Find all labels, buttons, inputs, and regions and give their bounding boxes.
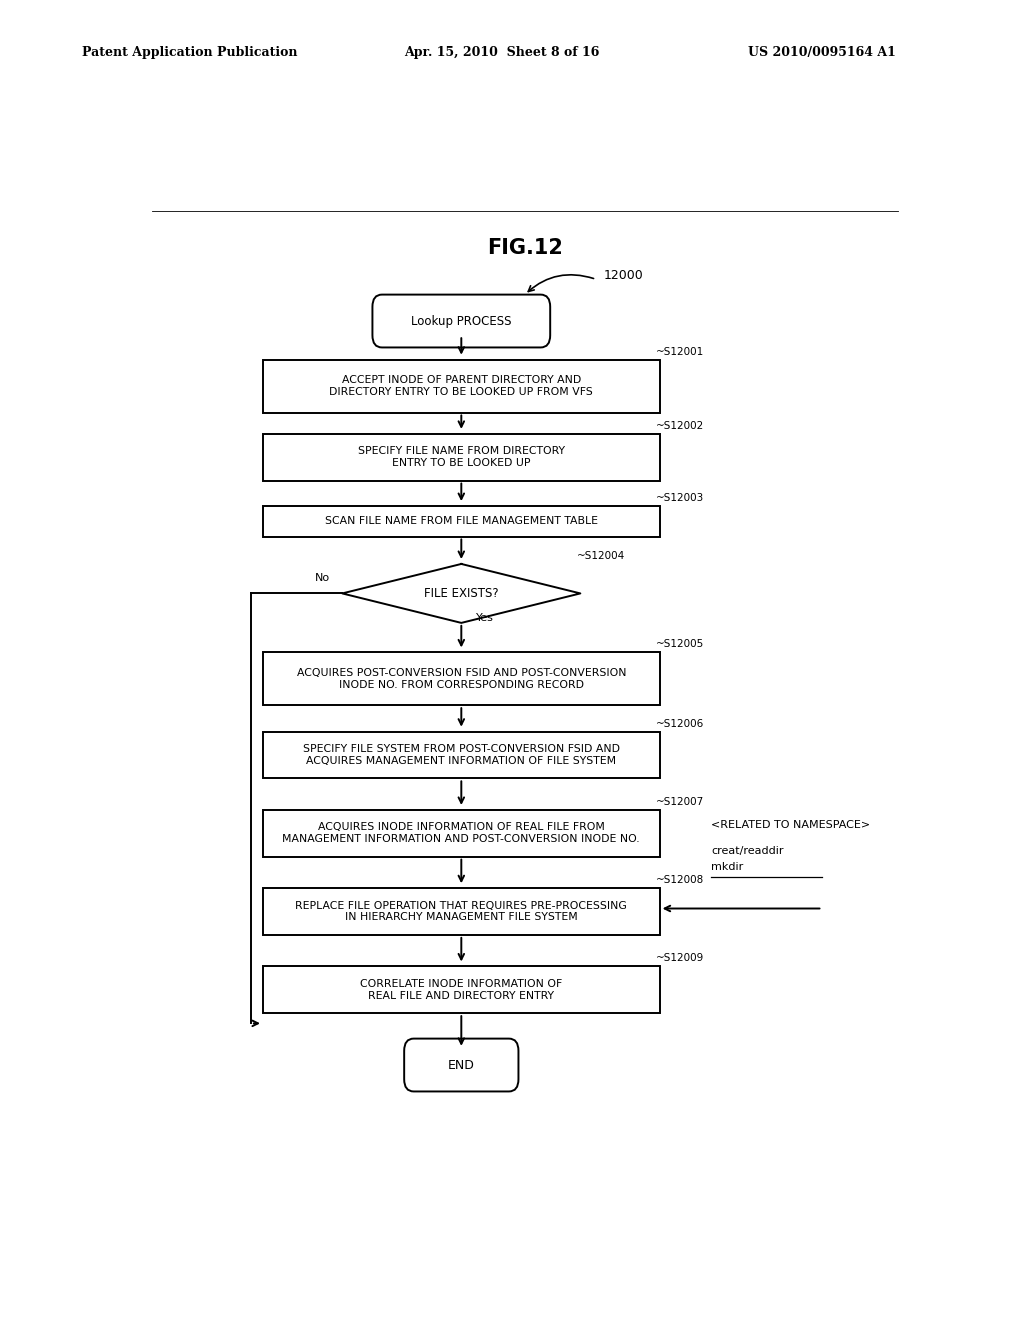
Bar (263, 731, 659, 779)
Text: SCAN FILE NAME FROM FILE MANAGEMENT TABLE: SCAN FILE NAME FROM FILE MANAGEMENT TABL… (325, 516, 598, 527)
Bar (263, 359, 659, 412)
Text: 12000: 12000 (604, 269, 644, 281)
Text: Patent Application Publication: Patent Application Publication (82, 46, 297, 59)
Text: ~S12004: ~S12004 (577, 550, 625, 561)
Text: ACQUIRES INODE INFORMATION OF REAL FILE FROM
MANAGEMENT INFORMATION AND POST-CON: ACQUIRES INODE INFORMATION OF REAL FILE … (283, 822, 640, 843)
Text: ACCEPT INODE OF PARENT DIRECTORY AND
DIRECTORY ENTRY TO BE LOOKED UP FROM VFS: ACCEPT INODE OF PARENT DIRECTORY AND DIR… (330, 375, 593, 397)
FancyBboxPatch shape (404, 1039, 518, 1092)
Text: END: END (447, 1059, 475, 1072)
Bar (263, 966, 659, 1014)
Polygon shape (342, 564, 581, 623)
Text: <RELATED TO NAMESPACE>: <RELATED TO NAMESPACE> (712, 820, 870, 830)
Text: ACQUIRES POST-CONVERSION FSID AND POST-CONVERSION
INODE NO. FROM CORRESPONDING R: ACQUIRES POST-CONVERSION FSID AND POST-C… (297, 668, 626, 689)
Text: ~S12008: ~S12008 (655, 875, 703, 886)
Text: ~S12002: ~S12002 (655, 421, 703, 430)
Text: ~S12005: ~S12005 (655, 639, 703, 649)
Text: mkdir: mkdir (712, 862, 743, 871)
Text: REPLACE FILE OPERATION THAT REQUIRES PRE-PROCESSING
IN HIERARCHY MANAGEMENT FILE: REPLACE FILE OPERATION THAT REQUIRES PRE… (296, 900, 627, 923)
Text: SPECIFY FILE NAME FROM DIRECTORY
ENTRY TO BE LOOKED UP: SPECIFY FILE NAME FROM DIRECTORY ENTRY T… (357, 446, 565, 469)
Text: ~S12006: ~S12006 (655, 718, 703, 729)
Text: ~S12001: ~S12001 (655, 347, 703, 356)
Text: creat/readdir: creat/readdir (712, 846, 783, 855)
Bar (263, 434, 659, 480)
Text: ~S12009: ~S12009 (655, 953, 703, 964)
Text: Lookup PROCESS: Lookup PROCESS (411, 314, 512, 327)
Bar (263, 652, 659, 705)
Text: FILE EXISTS?: FILE EXISTS? (424, 587, 499, 599)
Text: ~S12003: ~S12003 (655, 492, 703, 503)
Text: SPECIFY FILE SYSTEM FROM POST-CONVERSION FSID AND
ACQUIRES MANAGEMENT INFORMATIO: SPECIFY FILE SYSTEM FROM POST-CONVERSION… (303, 744, 620, 766)
Text: Apr. 15, 2010  Sheet 8 of 16: Apr. 15, 2010 Sheet 8 of 16 (404, 46, 600, 59)
Text: FIG.12: FIG.12 (486, 238, 563, 257)
Bar (263, 810, 659, 857)
Text: US 2010/0095164 A1: US 2010/0095164 A1 (748, 46, 895, 59)
Text: No: No (314, 573, 330, 583)
Bar (263, 888, 659, 935)
FancyBboxPatch shape (373, 294, 550, 347)
Text: ~S12007: ~S12007 (655, 797, 703, 807)
Bar (263, 506, 659, 536)
Text: CORRELATE INODE INFORMATION OF
REAL FILE AND DIRECTORY ENTRY: CORRELATE INODE INFORMATION OF REAL FILE… (360, 979, 562, 1001)
Text: Yes: Yes (475, 612, 494, 623)
